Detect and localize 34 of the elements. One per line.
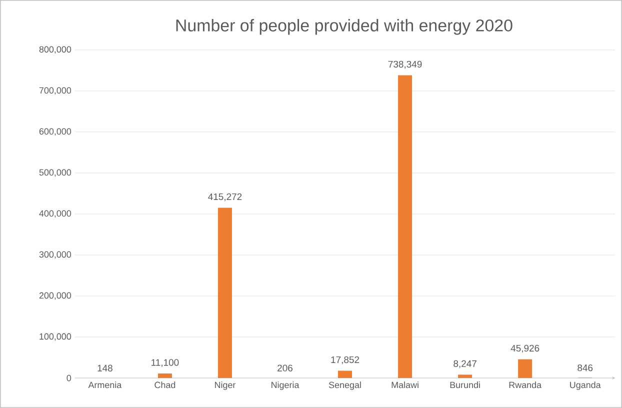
chart-title: Number of people provided with energy 2020 [176,19,512,35]
y-tick-label: 700,000 [39,87,72,95]
x-tick-label: Malawi [392,382,418,388]
x-tick-label: Armenia [88,382,122,388]
y-tick-label: 500,000 [39,169,72,177]
data-label: 738,349 [388,60,422,69]
bar [158,374,172,378]
x-tick-label: Nigeria [272,382,300,390]
x-tick-label: Rwanda [509,382,542,388]
x-tick-label: Niger [214,382,236,390]
y-tick-label: 800,000 [39,46,72,54]
x-tick-label: Chad [154,382,176,388]
data-label: 17,852 [331,356,360,364]
data-label: 45,926 [510,344,540,353]
y-tick-label: 400,000 [39,210,72,218]
data-label: 148 [98,364,112,372]
data-label: 11,100 [152,359,179,367]
bar [458,374,472,378]
data-label: 415,272 [208,193,242,202]
y-tick-label: 300,000 [39,251,72,259]
x-tick-label: Senegal [328,382,361,390]
x-tick-label: Burundi [450,382,480,388]
data-label: 846 [578,364,593,372]
y-tick-label: 200,000 [39,292,72,300]
bar [518,359,532,378]
y-tick-label: 600,000 [39,128,72,136]
bar [218,208,232,378]
y-tick-label: 100,000 [40,333,72,341]
y-tick-label: 0 [66,374,72,382]
bar [338,370,352,378]
data-label: 206 [278,364,292,372]
x-tick-label: Uganda [570,382,601,390]
bar [398,75,412,378]
data-label: 8,247 [454,360,476,368]
